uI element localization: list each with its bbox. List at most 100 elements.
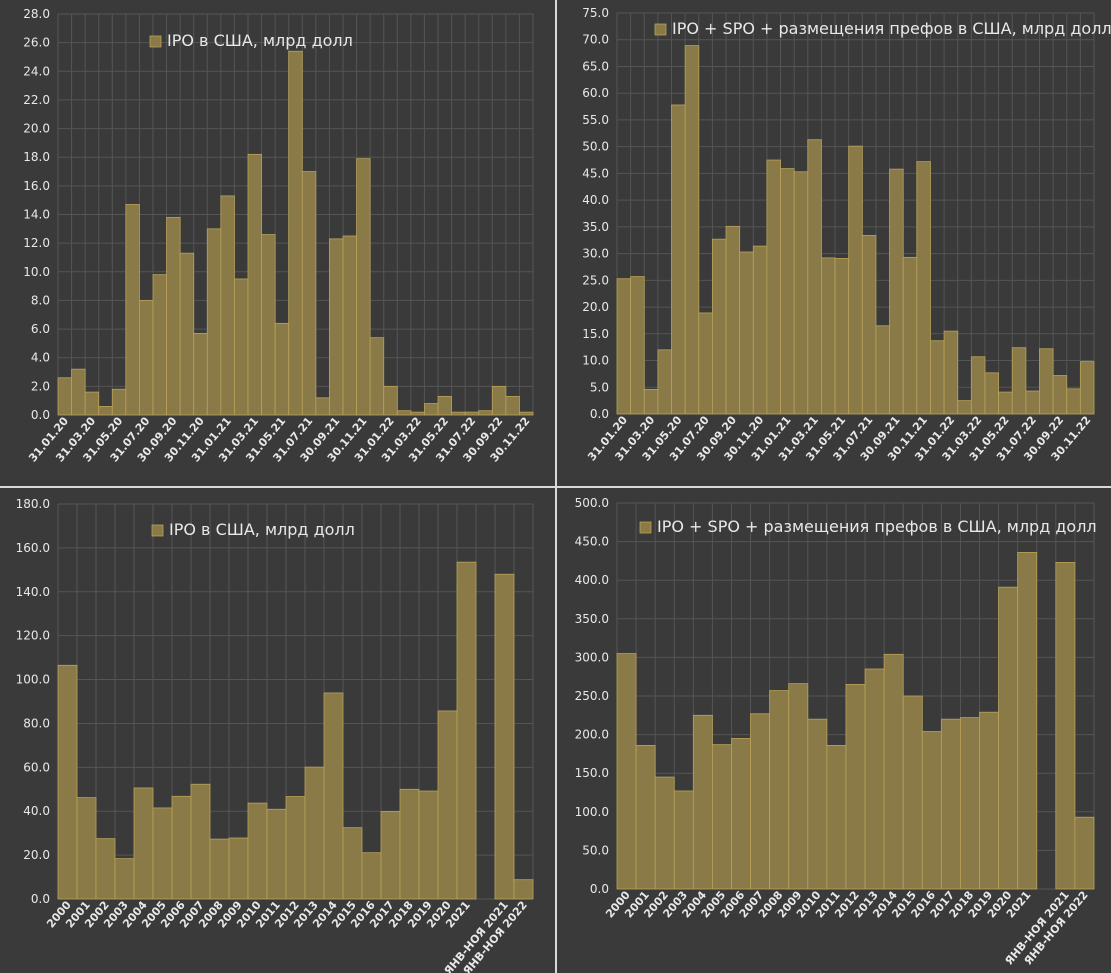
bar bbox=[399, 788, 420, 900]
bar bbox=[519, 411, 534, 416]
legend: IPO в США, млрд долл bbox=[149, 31, 353, 50]
bars bbox=[57, 561, 534, 900]
y-tick-label: 40.0 bbox=[582, 193, 609, 207]
y-tick-label: 55.0 bbox=[582, 113, 609, 127]
bar bbox=[998, 586, 1019, 890]
bar bbox=[902, 695, 923, 890]
bar bbox=[125, 204, 140, 416]
x-axis: 31.01.2031.03.2031.05.2031.07.2030.09.20… bbox=[585, 413, 1093, 463]
y-tick-label: 70.0 bbox=[582, 33, 609, 47]
y-tick-label: 35.0 bbox=[582, 220, 609, 234]
legend: IPO + SPO + размещения префов в США, млр… bbox=[639, 517, 1097, 536]
y-tick-label: 50.0 bbox=[582, 843, 609, 857]
y-tick-label: 6.0 bbox=[31, 322, 50, 336]
bars bbox=[616, 45, 1095, 415]
bar bbox=[671, 104, 686, 415]
bar bbox=[380, 811, 401, 900]
bar bbox=[750, 713, 771, 890]
bar bbox=[711, 238, 727, 415]
y-tick-label: 26.0 bbox=[23, 36, 50, 50]
chart-panel-ipo-monthly: 0.0 2.0 4.0 6.0 8.0 10.0 12.0 14.0 16.0 18.0 20.0 2… bbox=[0, 0, 555, 486]
bars bbox=[616, 552, 1095, 890]
y-tick-label: 50.0 bbox=[582, 140, 609, 154]
y-tick-label: 30.0 bbox=[582, 247, 609, 261]
bar bbox=[943, 330, 959, 415]
bar bbox=[361, 852, 382, 900]
y-tick-label: 500.0 bbox=[575, 496, 609, 510]
bar bbox=[383, 385, 398, 416]
bar bbox=[437, 710, 458, 900]
bar bbox=[957, 400, 972, 415]
bar bbox=[673, 790, 694, 890]
bar bbox=[616, 653, 637, 890]
y-axis: 0.0 2.0 4.0 6.0 8.0 10.0 12.0 14.0 16.0 18.0 20.0 2… bbox=[23, 7, 50, 422]
bar bbox=[1066, 388, 1081, 415]
bar bbox=[323, 692, 344, 900]
y-tick-label: 60.0 bbox=[23, 760, 50, 774]
x-axis: 2000200120022003200420052006200720082009… bbox=[603, 888, 1091, 967]
bar bbox=[494, 573, 515, 900]
y-tick-label: 18.0 bbox=[23, 150, 50, 164]
y-tick-label: 0.0 bbox=[31, 408, 50, 422]
bar bbox=[342, 827, 363, 900]
bar bbox=[725, 225, 741, 415]
y-tick-label: 2.0 bbox=[31, 379, 50, 393]
y-tick-label: 120.0 bbox=[16, 629, 50, 643]
bar bbox=[684, 45, 700, 415]
bar bbox=[788, 683, 809, 890]
bar bbox=[437, 395, 452, 416]
y-tick-label: 20.0 bbox=[582, 300, 609, 314]
bar bbox=[451, 411, 466, 416]
y-tick-label: 140.0 bbox=[16, 585, 50, 599]
y-tick-label: 45.0 bbox=[582, 166, 609, 180]
bar bbox=[1017, 552, 1038, 890]
y-tick-label: 8.0 bbox=[31, 293, 50, 307]
y-tick-label: 80.0 bbox=[23, 716, 50, 730]
chart-panel-total-annual: 0.0 50.0 100.0 150.0 200.0 250.0 300.0 350.0 400… bbox=[557, 488, 1111, 973]
bar bbox=[220, 195, 235, 416]
x-axis: 31.01.2031.03.2031.05.2031.07.2030.09.20… bbox=[26, 414, 532, 464]
bar bbox=[979, 711, 999, 890]
bar bbox=[930, 340, 945, 415]
bar bbox=[731, 738, 751, 890]
bar bbox=[247, 802, 268, 900]
legend-label: IPO + SPO + размещения префов в США, млр… bbox=[657, 517, 1097, 536]
chart-total-annual: 0.0 50.0 100.0 150.0 200.0 250.0 300.0 350.0 400… bbox=[575, 496, 1097, 967]
y-tick-label: 60.0 bbox=[582, 86, 609, 100]
y-tick-label: 15.0 bbox=[582, 327, 609, 341]
legend-label: IPO + SPO + размещения префов в США, млр… bbox=[672, 19, 1111, 38]
y-tick-label: 0.0 bbox=[590, 407, 609, 421]
bar bbox=[883, 653, 904, 890]
legend-swatch bbox=[654, 23, 667, 36]
y-tick-label: 40.0 bbox=[23, 804, 50, 818]
y-tick-label: 22.0 bbox=[23, 93, 50, 107]
bar bbox=[998, 391, 1013, 415]
bar bbox=[848, 145, 863, 415]
chart-ipo-annual: 0.0 20.0 40.0 60.0 80.0 100.0 120.0 140.0 160.0 1… bbox=[16, 497, 534, 973]
bars bbox=[57, 50, 534, 416]
horizontal-divider bbox=[0, 486, 1111, 488]
bar bbox=[261, 234, 276, 416]
bar bbox=[424, 403, 439, 416]
bar bbox=[807, 718, 828, 890]
bar bbox=[861, 235, 877, 415]
y-tick-label: 75.0 bbox=[582, 6, 609, 20]
y-tick-label: 12.0 bbox=[23, 236, 50, 250]
bar bbox=[247, 153, 262, 416]
bar bbox=[301, 171, 317, 416]
y-tick-label: 5.0 bbox=[590, 380, 609, 394]
bar bbox=[111, 388, 127, 416]
bar bbox=[635, 745, 656, 890]
y-axis: 0.0 50.0 100.0 150.0 200.0 250.0 300.0 350.0 400… bbox=[575, 496, 609, 896]
y-tick-label: 300.0 bbox=[575, 650, 609, 664]
bar bbox=[698, 312, 713, 415]
bar bbox=[206, 228, 222, 416]
bar bbox=[864, 668, 885, 890]
bar bbox=[329, 238, 344, 416]
bar bbox=[152, 807, 173, 900]
bar bbox=[190, 783, 211, 900]
y-tick-label: 20.0 bbox=[23, 122, 50, 136]
legend-swatch bbox=[639, 521, 652, 534]
y-tick-label: 25.0 bbox=[582, 273, 609, 287]
bar bbox=[193, 332, 208, 416]
